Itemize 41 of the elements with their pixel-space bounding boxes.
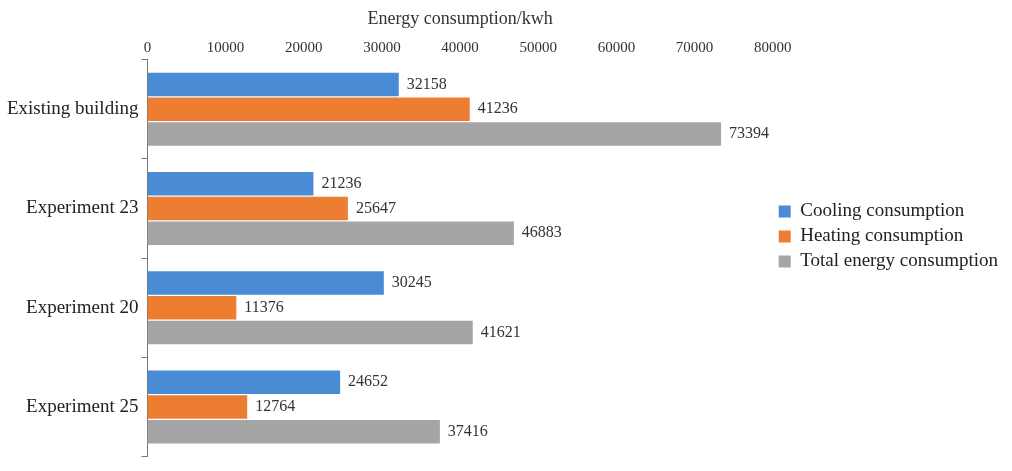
y-tick-label: Experiment 20 bbox=[26, 295, 139, 317]
data-label: 12764 bbox=[255, 397, 296, 415]
x-tick-label: 60000 bbox=[597, 38, 636, 55]
x-tick-label: 40000 bbox=[441, 38, 479, 55]
data-label: 41236 bbox=[477, 99, 518, 117]
legend-label: Cooling consumption bbox=[800, 199, 965, 221]
x-tick-label: 10000 bbox=[206, 38, 245, 55]
x-tick-label: 30000 bbox=[363, 38, 401, 55]
x-tick-label: 80000 bbox=[753, 38, 792, 55]
bar bbox=[147, 370, 341, 394]
bar bbox=[147, 320, 473, 345]
bar bbox=[147, 420, 440, 444]
data-label: 21236 bbox=[321, 173, 362, 191]
data-label: 46883 bbox=[521, 223, 562, 241]
x-axis-title: Energy consumption/kwh bbox=[367, 7, 553, 28]
x-tick-label: 50000 bbox=[519, 38, 557, 55]
x-tick-label: 70000 bbox=[675, 38, 714, 55]
data-label: 24652 bbox=[348, 372, 389, 390]
data-label: 41621 bbox=[480, 322, 521, 340]
bar bbox=[147, 395, 248, 419]
data-label: 11376 bbox=[244, 297, 284, 315]
x-tick-label: 0 bbox=[143, 38, 152, 55]
bar bbox=[147, 295, 237, 320]
bar bbox=[147, 171, 314, 196]
data-label: 37416 bbox=[447, 421, 488, 439]
y-tick-label: Experiment 23 bbox=[26, 196, 139, 218]
bar bbox=[147, 122, 722, 146]
y-tick-label: Existing building bbox=[6, 97, 139, 119]
data-label: 30245 bbox=[391, 273, 432, 291]
data-label: 73394 bbox=[729, 124, 770, 142]
bar bbox=[147, 221, 514, 246]
y-tick-label: Experiment 25 bbox=[26, 394, 139, 416]
data-label: 25647 bbox=[355, 198, 396, 216]
bar bbox=[147, 271, 384, 295]
x-tick-label: 20000 bbox=[285, 38, 323, 55]
bar bbox=[147, 97, 470, 122]
legend-label: Total energy consumption bbox=[800, 249, 999, 271]
legend-label: Heating consumption bbox=[800, 224, 964, 246]
data-label: 32158 bbox=[406, 74, 447, 92]
bar bbox=[147, 196, 348, 221]
bar bbox=[147, 72, 399, 97]
